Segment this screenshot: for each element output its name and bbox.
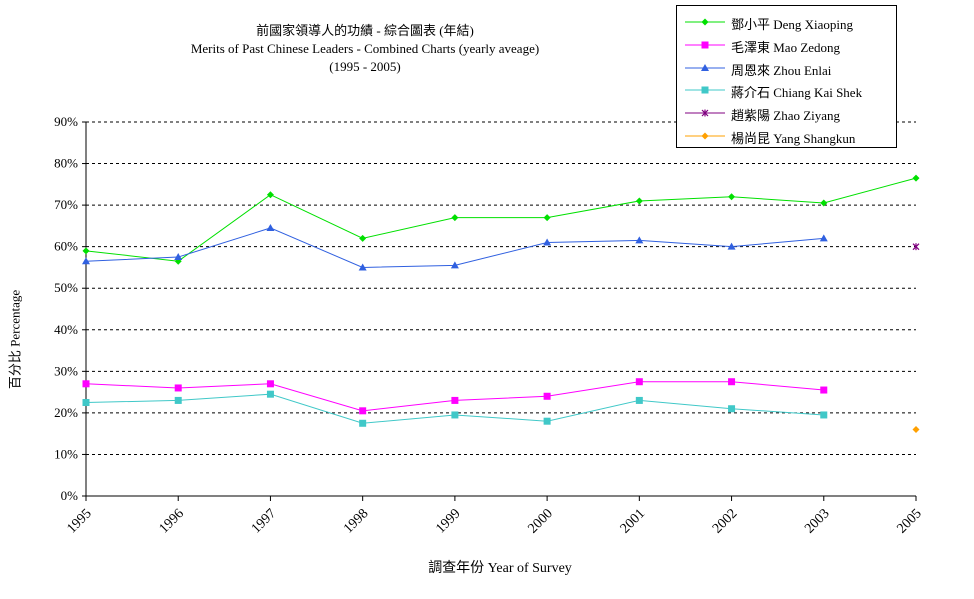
data-point [451,411,459,419]
data-point [82,399,90,406]
data-point [820,199,828,207]
y-tick-labels: 0% 10% 20% 30% 40% 50% 60% 70% 80% 90% [54,114,78,503]
data-point [543,238,552,246]
y-tick-label: 60% [54,239,78,254]
y-tick-label: 90% [54,114,78,129]
data-point [635,378,643,386]
data-point [450,261,459,269]
data-point [266,191,274,199]
x-tick-label: 2005 [894,506,924,536]
chart-title: 前國家領導人的功績 - 綜合圖表 (年結) [256,23,474,38]
series-lines [85,177,917,424]
chart-title-block: 前國家領導人的功績 - 綜合圖表 (年結) Merits of Past Chi… [150,22,580,76]
legend-swatch [685,109,725,117]
legend-item: 趙紫陽 Zhao Ziyang [677,103,896,123]
axes [82,121,917,501]
data-point [451,396,459,404]
x-tick-label: 2001 [618,506,648,536]
data-point [543,392,551,400]
legend-label: 楊尚昆 Yang Shangkun [731,131,856,146]
legend-swatch [685,86,725,94]
legend-marker [701,109,709,117]
x-tick-label: 2003 [802,506,832,536]
legend-item: 毛澤東 Mao Zedong [677,35,896,55]
y-tick-label: 10% [54,446,78,461]
data-point [359,234,367,242]
legend-item: 蔣介石 Chiang Kai Shek [677,80,896,100]
legend-marker [701,63,709,71]
legend-item: 鄧小平 Deng Xiaoping [677,12,896,32]
x-tick-label: 1997 [249,506,279,536]
data-point [635,396,643,404]
x-tick-labels: 1995 1996 1997 1998 1999 2000 2001 2002 2003 2005 [64,506,924,536]
x-tick-label: 2000 [526,506,556,536]
x-tick-label: 1995 [64,506,94,536]
data-point [820,411,828,419]
legend-label: 毛澤東 Mao Zedong [731,39,841,55]
x-tick-label: 1998 [341,506,371,536]
y-tick-label: 40% [54,322,78,337]
legend-swatch [685,132,725,140]
data-point [543,417,551,425]
data-point [728,405,736,413]
legend-label: 趙紫陽 Zhao Ziyang [731,108,841,124]
y-tick-label: 20% [54,405,78,420]
y-tick-label: 50% [54,280,78,295]
legend-marker [701,41,709,49]
data-point [728,193,736,201]
legend: 鄧小平 Deng Xiaoping 毛澤東 Mao Zedong 周恩來 Zhou … [676,5,897,148]
legend-label: 蔣介石 Chiang Kai Shek [731,85,863,101]
data-point [266,380,274,388]
data-point [359,407,367,415]
data-point [174,384,182,392]
legend-label: 鄧小平 Deng Xiaoping [731,17,854,32]
x-tick-label: 1996 [157,506,187,536]
data-point [266,390,274,398]
x-axis-label: 調查年份 Year of Survey [428,561,572,576]
data-point [912,174,920,182]
x-tick-label: 2002 [710,506,740,536]
y-tick-label: 70% [54,197,78,212]
y-tick-label: 30% [54,363,78,378]
grid-lines [86,121,916,455]
data-point [358,263,367,271]
chart-subtitle-years: (1995 - 2005) [329,59,401,74]
data-point [912,243,920,251]
legend-marker [701,86,709,94]
y-tick-label: 0% [61,488,79,503]
data-point [912,426,920,434]
data-point [635,236,644,244]
x-tick-label: 1999 [433,506,463,536]
data-point [82,380,90,388]
data-point [82,247,90,255]
chart-subtitle: Merits of Past Chinese Leaders - Combine… [190,41,540,56]
y-tick-label: 80% [54,156,78,171]
legend-swatch [685,18,725,26]
series-line-0 [85,177,917,262]
data-point [266,223,275,231]
data-point [174,396,182,404]
legend-swatch [685,41,725,49]
legend-marker [701,132,709,140]
legend-item: 周恩來 Zhou Enlai [677,58,896,78]
data-point [819,234,828,242]
y-axis-label: 百分比 Percentage [7,289,23,390]
data-point [359,419,367,427]
data-point [728,378,736,386]
series-line-1 [85,381,824,412]
data-point [82,257,90,265]
data-point [727,242,736,250]
data-point [820,386,828,394]
data-point [543,214,551,222]
legend-marker [701,18,709,26]
series-markers [82,174,920,434]
data-point [174,253,183,261]
legend-item: 楊尚昆 Yang Shangkun [677,126,896,146]
data-point [451,214,459,222]
data-point [635,197,643,205]
legend-swatch [685,63,725,71]
legend-label: 周恩來 Zhou Enlai [731,62,832,78]
